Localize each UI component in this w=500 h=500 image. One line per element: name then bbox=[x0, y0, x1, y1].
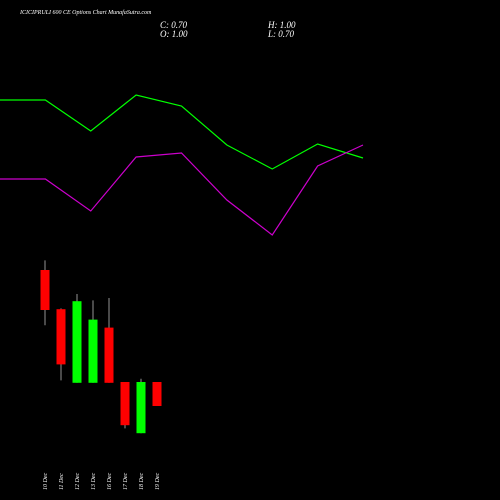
low-label: L: 0.70 bbox=[267, 29, 295, 39]
candle-body bbox=[88, 319, 98, 383]
candle-body bbox=[72, 301, 82, 383]
x-tick-label: 16 Dec bbox=[107, 473, 113, 490]
x-tick-label: 10 Dec bbox=[43, 473, 49, 490]
candle-body bbox=[152, 382, 162, 406]
high-label: H: 1.00 bbox=[267, 20, 296, 30]
candle-body bbox=[40, 270, 50, 310]
candle-body bbox=[136, 382, 146, 434]
close-label: C: 0.70 bbox=[160, 20, 188, 30]
x-tick-label: 12 Dec bbox=[75, 473, 81, 490]
chart-title: ICICIPRULI 600 CE Options Chart MunafaSu… bbox=[19, 9, 152, 16]
x-tick-label: 19 Dec bbox=[155, 473, 161, 490]
x-tick-label: 17 Dec bbox=[123, 473, 129, 490]
line-series bbox=[0, 94, 364, 170]
x-tick-label: 11 Dec bbox=[59, 473, 65, 490]
candle-body bbox=[56, 309, 66, 365]
x-tick-label: 13 Dec bbox=[91, 473, 97, 490]
candle-body bbox=[104, 327, 114, 383]
candle-body bbox=[120, 382, 130, 426]
x-tick-label: 18 Dec bbox=[139, 473, 145, 490]
open-label: O: 1.00 bbox=[160, 29, 188, 39]
line-series bbox=[0, 144, 364, 236]
